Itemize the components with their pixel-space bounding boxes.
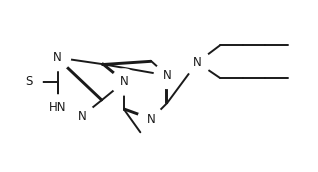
Circle shape [111,69,137,95]
Text: N: N [163,69,171,82]
Text: HN: HN [49,101,66,114]
Text: N: N [147,113,155,126]
Circle shape [45,95,71,121]
Text: N: N [120,76,128,88]
Circle shape [184,50,210,76]
Circle shape [154,62,180,88]
Text: N: N [78,110,86,122]
Text: N: N [193,56,202,69]
Circle shape [45,45,71,71]
Circle shape [16,69,42,95]
Text: N: N [53,51,62,64]
Circle shape [138,106,164,132]
Text: S: S [25,76,33,88]
Circle shape [69,103,95,129]
